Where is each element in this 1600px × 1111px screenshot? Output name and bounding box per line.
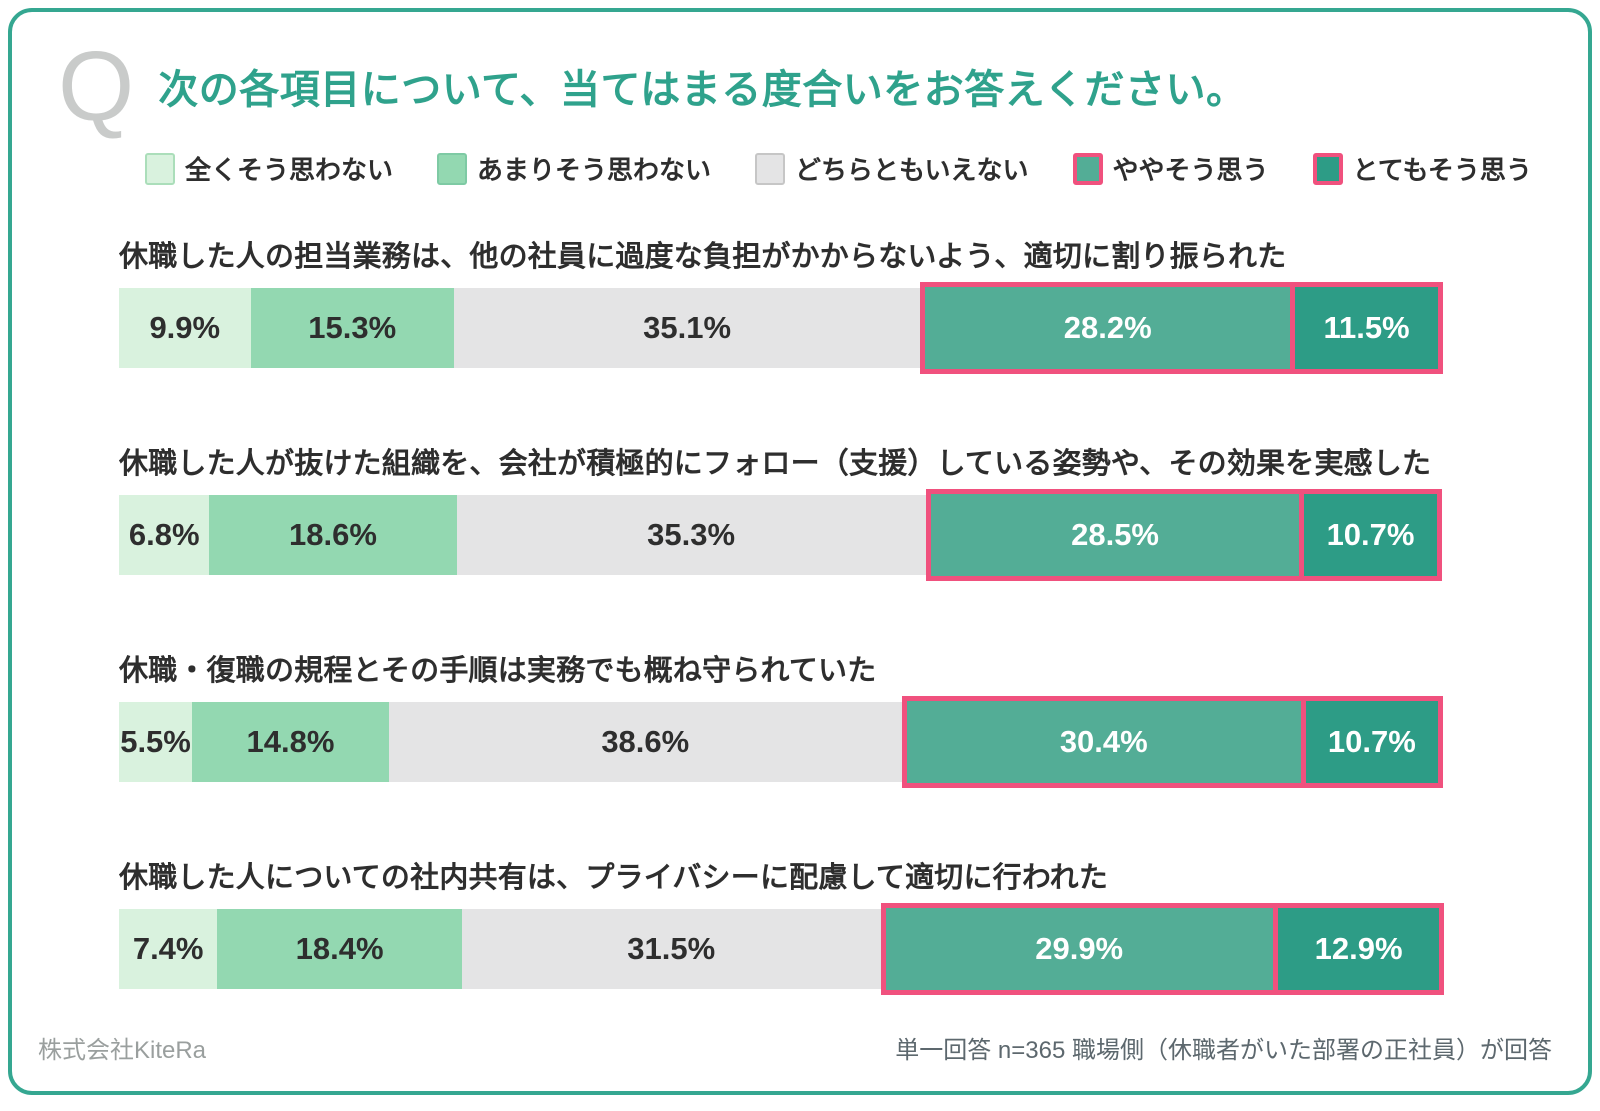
bar-segment: 35.3% bbox=[456, 495, 926, 576]
legend-item: どちらともいえない bbox=[755, 150, 1029, 187]
footer: 株式会社KiteRa 単一回答 n=365 職場側（休職者がいた部署の正社員）が… bbox=[12, 1030, 1588, 1091]
survey-card: Q 次の各項目について、当てはまる度合いをお答えください。 全くそう思わない あま… bbox=[8, 8, 1592, 1095]
bar-segment: 11.5% bbox=[1290, 282, 1443, 375]
legend-swatch-icon bbox=[145, 152, 175, 185]
bar-segment-value: 18.4% bbox=[295, 931, 384, 967]
survey-question-block: 休職した人についての社内共有は、プライバシーに配慮して適切に行われた 7.4% 18… bbox=[119, 854, 1448, 996]
legend-item: ややそう思う bbox=[1072, 150, 1269, 187]
bar-segment: 9.9% bbox=[119, 288, 251, 369]
legend-item: とてもそう思う bbox=[1312, 150, 1532, 187]
bar-segment-value: 14.8% bbox=[246, 724, 335, 760]
stacked-bar: 5.5% 14.8% 38.6% 30.4% 10.7% bbox=[119, 696, 1448, 789]
bar-segment: 18.4% bbox=[217, 909, 462, 990]
bar-segment-value: 10.7% bbox=[1326, 517, 1415, 553]
question-title: 休職した人の担当業務は、他の社員に過度な負担がかからないよう、適切に割り振られた bbox=[119, 241, 1287, 274]
bar-segment-value: 28.2% bbox=[1063, 310, 1152, 346]
survey-note: 単一回答 n=365 職場側（休職者がいた部署の正社員）が回答 bbox=[895, 1037, 1552, 1064]
survey-question-block: 休職した人が抜けた組織を、会社が積極的にフォロー（支援）している姿勢や、その効果… bbox=[119, 440, 1448, 582]
bar-segment-value: 15.3% bbox=[308, 310, 397, 346]
stacked-bar: 9.9% 15.3% 35.1% 28.2% 11.5% bbox=[119, 282, 1448, 375]
question-header: Q 次の各項目について、当てはまる度合いをお答えください。 bbox=[58, 31, 1588, 141]
bar-segment-value: 31.5% bbox=[627, 931, 716, 967]
bar-segment: 5.5% bbox=[119, 702, 193, 783]
bar-segment-value: 6.8% bbox=[128, 517, 200, 553]
bar-segment-value: 30.4% bbox=[1059, 724, 1148, 760]
bar-segment: 29.9% bbox=[880, 903, 1278, 996]
bar-segment-value: 35.3% bbox=[647, 517, 736, 553]
legend-label: ややそう思う bbox=[1112, 155, 1269, 186]
legend-label: 全くそう思わない bbox=[185, 155, 394, 186]
bar-segment-value: 7.4% bbox=[132, 931, 204, 967]
bar-segment: 6.8% bbox=[119, 495, 210, 576]
bar-segment-value: 12.9% bbox=[1314, 931, 1403, 967]
bar-segment-value: 35.1% bbox=[643, 310, 732, 346]
legend-label: あまりそう思わない bbox=[477, 155, 712, 186]
legend-swatch-icon bbox=[755, 152, 786, 185]
bar-segment: 38.6% bbox=[388, 702, 902, 783]
bar-segment: 31.5% bbox=[461, 909, 881, 990]
bar-segment-value: 10.7% bbox=[1327, 724, 1416, 760]
legend-item: あまりそう思わない bbox=[437, 150, 711, 187]
bar-segment-value: 18.6% bbox=[289, 517, 377, 553]
bar-segment: 10.7% bbox=[1299, 489, 1442, 582]
bar-segment-value: 5.5% bbox=[120, 724, 191, 760]
bar-segment: 14.8% bbox=[192, 702, 389, 783]
legend-label: とてもそう思う bbox=[1352, 155, 1532, 186]
bar-segment-value: 11.5% bbox=[1323, 310, 1410, 346]
question-title: 休職した人が抜けた組織を、会社が積極的にフォロー（支援）している姿勢や、その効果… bbox=[119, 448, 1432, 481]
legend-swatch-icon bbox=[1072, 152, 1103, 185]
legend-label: どちらともいえない bbox=[795, 155, 1029, 186]
question-title: 休職・復職の規程とその手順は実務でも概ね守られていた bbox=[119, 655, 877, 688]
bar-segment: 28.5% bbox=[925, 489, 1305, 582]
legend-swatch-icon bbox=[1312, 152, 1343, 185]
legend-item: 全くそう思わない bbox=[145, 150, 393, 187]
survey-question-block: 休職した人の担当業務は、他の社員に過度な負担がかからないよう、適切に割り振られた… bbox=[119, 233, 1448, 375]
bar-segment: 35.1% bbox=[453, 288, 921, 369]
question-title: 休職した人についての社内共有は、プライバシーに配慮して適切に行われた bbox=[119, 862, 1109, 895]
bar-segment: 30.4% bbox=[901, 696, 1306, 789]
legend-swatch-icon bbox=[437, 152, 468, 185]
legend: 全くそう思わない あまりそう思わない どちらともいえない ややそう思う とてもそう思う bbox=[145, 150, 1588, 187]
charts-area: 休職した人の担当業務は、他の社員に過度な負担がかからないよう、適切に割り振られた… bbox=[12, 233, 1588, 996]
bar-segment: 18.6% bbox=[209, 495, 457, 576]
survey-question-block: 休職・復職の規程とその手順は実務でも概ね守られていた 5.5% 14.8% 38.6%… bbox=[119, 647, 1448, 789]
q-mark-icon: Q bbox=[58, 31, 135, 141]
bar-segment: 12.9% bbox=[1272, 903, 1445, 996]
bar-segment-value: 38.6% bbox=[601, 724, 690, 760]
stacked-bar: 7.4% 18.4% 31.5% 29.9% 12.9% bbox=[119, 903, 1448, 996]
bar-segment: 10.7% bbox=[1300, 696, 1443, 789]
bar-segment: 7.4% bbox=[119, 909, 218, 990]
bar-segment: 28.2% bbox=[920, 282, 1296, 375]
bar-segment-value: 9.9% bbox=[149, 310, 221, 346]
bar-segment: 15.3% bbox=[250, 288, 454, 369]
bar-segment-value: 29.9% bbox=[1035, 931, 1124, 967]
company-credit: 株式会社KiteRa bbox=[38, 1037, 207, 1064]
page-title: 次の各項目について、当てはまる度合いをお答えください。 bbox=[158, 68, 1247, 113]
stacked-bar: 6.8% 18.6% 35.3% 28.5% 10.7% bbox=[119, 489, 1448, 582]
bar-segment-value: 28.5% bbox=[1071, 517, 1159, 553]
